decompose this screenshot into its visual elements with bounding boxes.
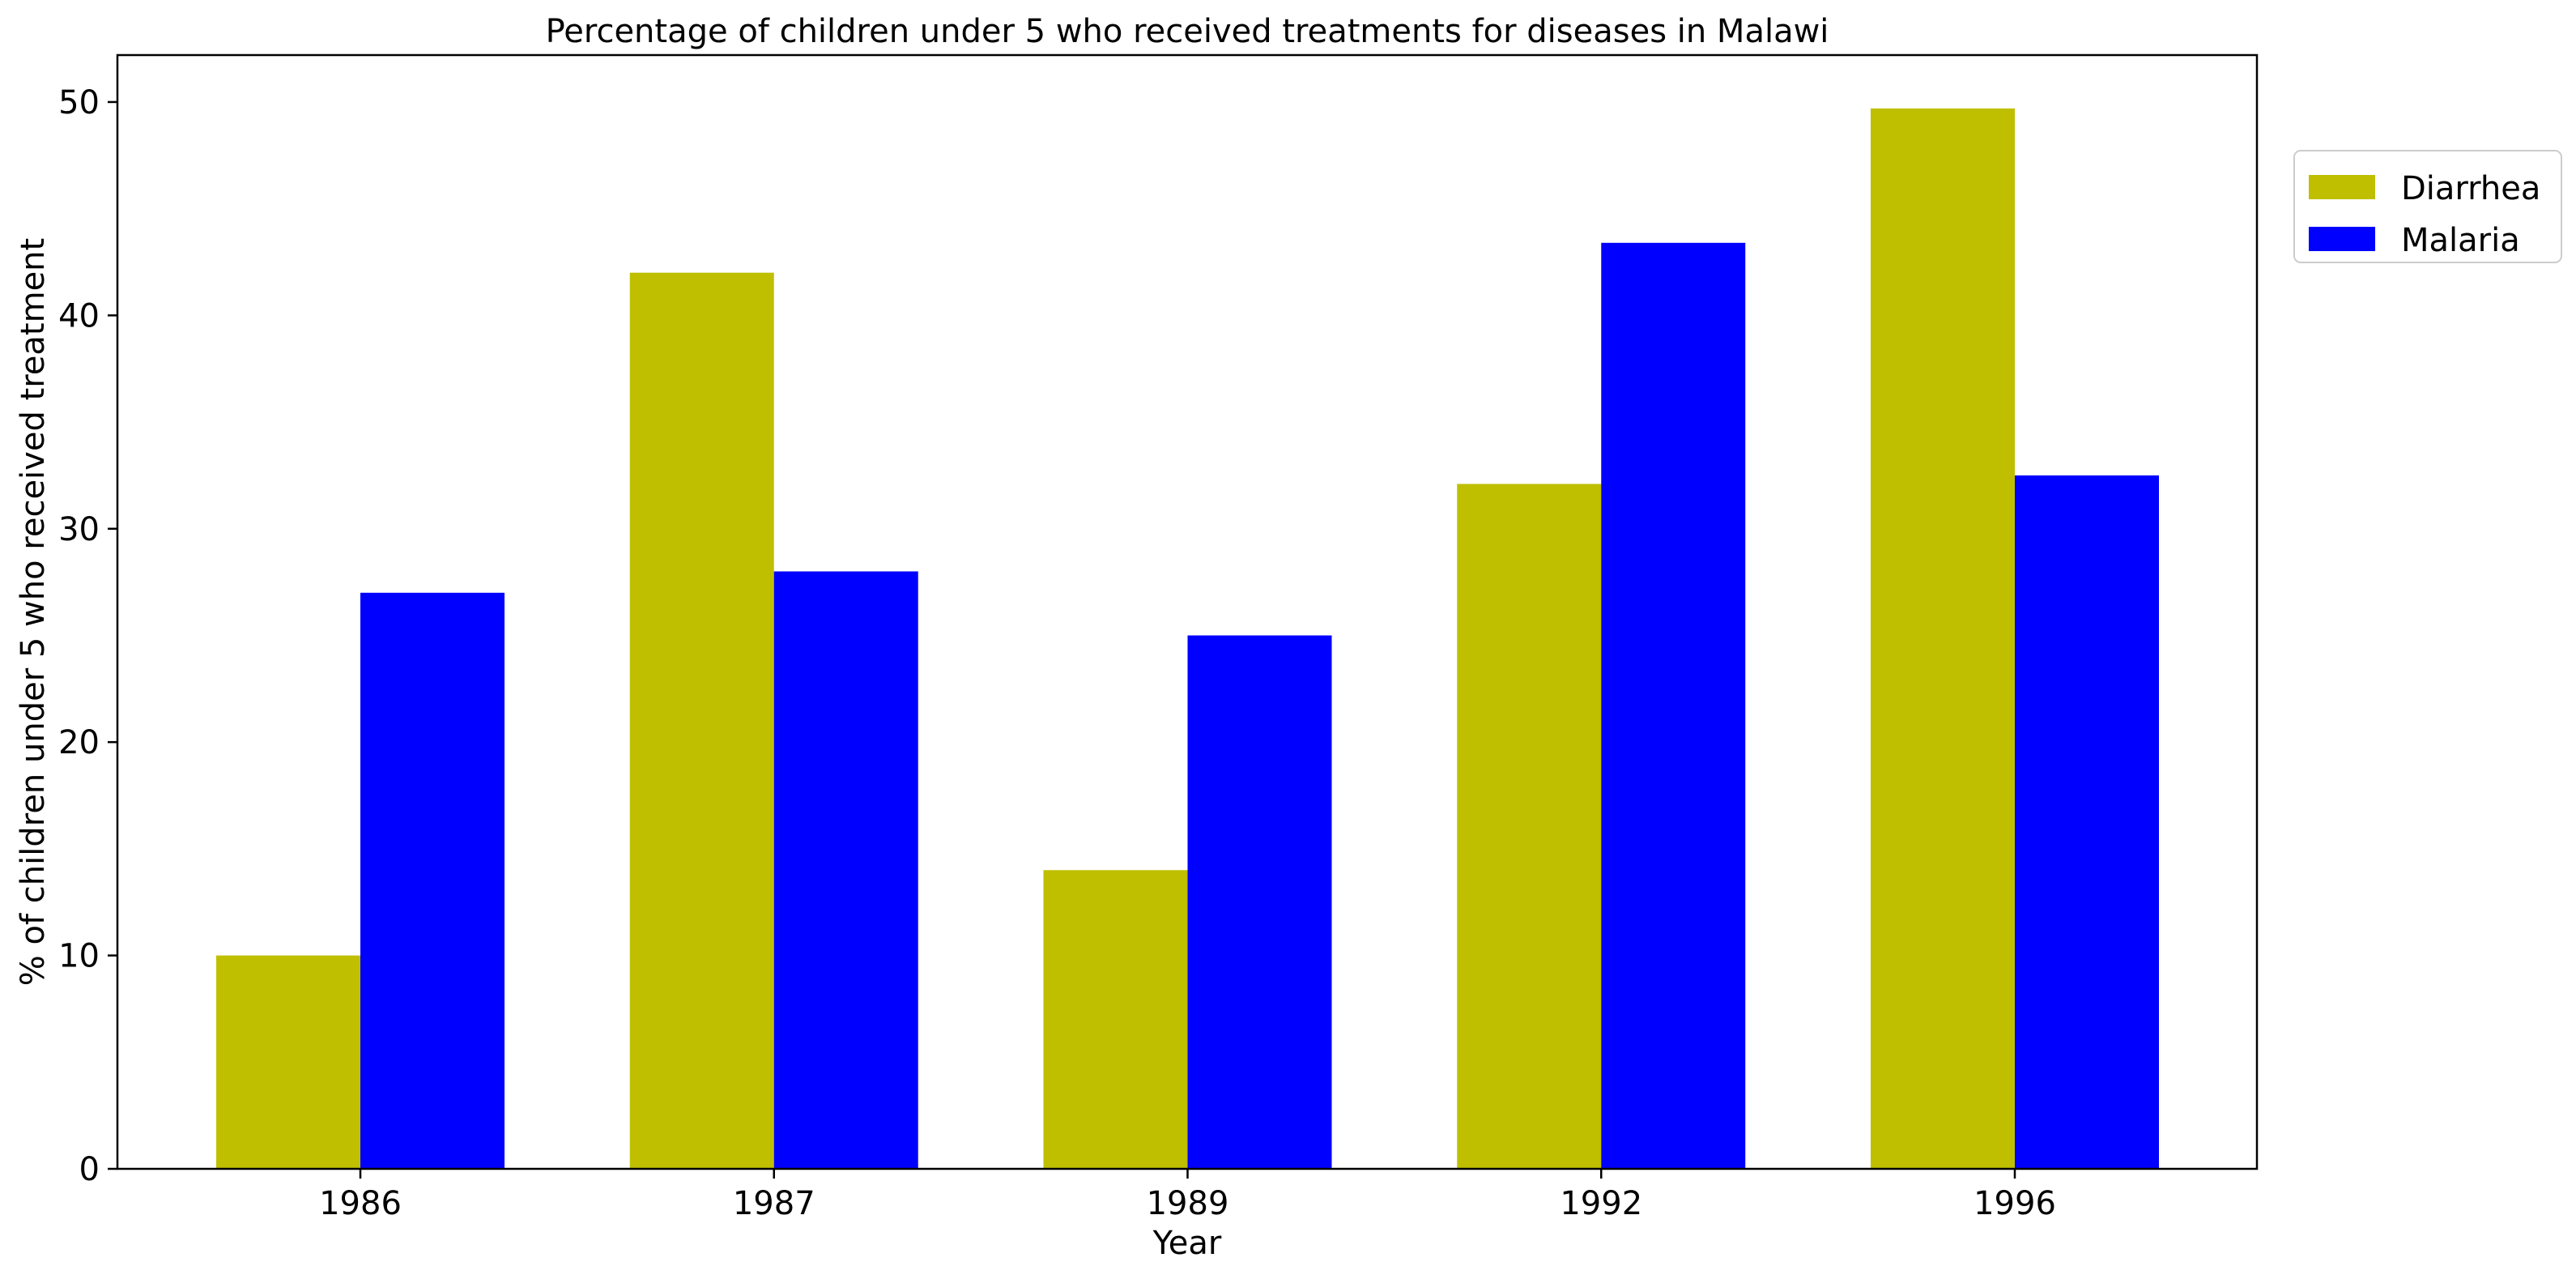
- y-tick-label: 50: [58, 84, 100, 122]
- bars-group: [216, 108, 2159, 1169]
- chart-title: Percentage of children under 5 who recei…: [546, 13, 1829, 50]
- x-tick-label: 1987: [733, 1185, 815, 1222]
- y-tick-label: 20: [58, 724, 100, 761]
- bar-diarrhea-1996: [1871, 108, 2015, 1169]
- y-tick-label: 10: [58, 938, 100, 975]
- bar-malaria-1986: [360, 592, 505, 1169]
- bar-malaria-1987: [773, 571, 918, 1169]
- y-tick-label: 40: [58, 297, 100, 335]
- bar-diarrhea-1986: [216, 955, 360, 1169]
- x-tick-label: 1986: [319, 1185, 402, 1222]
- legend-label-malaria: Malaria: [2401, 222, 2520, 259]
- x-tick-label: 1996: [1974, 1185, 2056, 1222]
- y-axis-label: % of children under 5 who received treat…: [15, 238, 52, 986]
- x-axis-label: Year: [1152, 1225, 1222, 1262]
- bar-malaria-1989: [1187, 635, 1332, 1169]
- legend-swatch-diarrhea: [2309, 175, 2375, 199]
- y-axis: 0 10 20 30 40 50: [58, 84, 117, 1188]
- x-tick-label: 1989: [1147, 1185, 1229, 1222]
- legend: Diarrhea Malaria: [2293, 150, 2562, 263]
- bar-malaria-1992: [1601, 242, 1746, 1169]
- y-tick-label: 0: [79, 1151, 100, 1188]
- legend-label-diarrhea: Diarrhea: [2401, 170, 2540, 207]
- x-axis: 1986 1987 1989 1992 1996: [319, 1169, 2056, 1222]
- bar-diarrhea-1989: [1043, 870, 1188, 1169]
- bar-diarrhea-1992: [1457, 484, 1602, 1169]
- legend-swatch-malaria: [2309, 227, 2375, 251]
- bar-diarrhea-1987: [629, 272, 774, 1169]
- y-tick-label: 30: [58, 511, 100, 548]
- x-tick-label: 1992: [1560, 1185, 1642, 1222]
- bar-malaria-1996: [2015, 475, 2159, 1169]
